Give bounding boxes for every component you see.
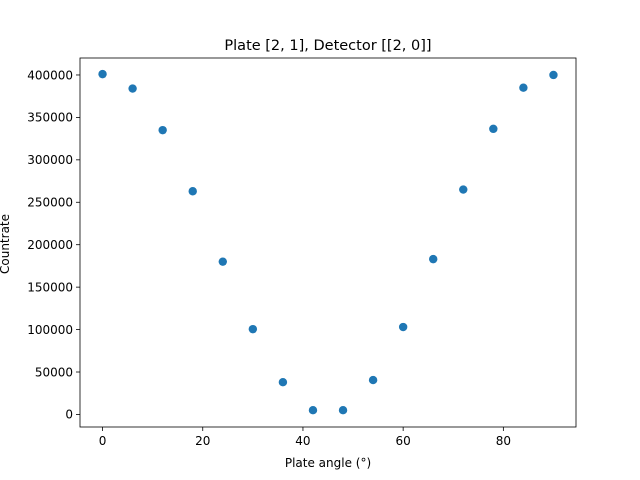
- y-tick-label: 200000: [27, 238, 73, 252]
- y-tick-label: 350000: [27, 111, 73, 125]
- data-point: [218, 257, 227, 266]
- x-tick-label: 0: [99, 434, 107, 448]
- data-point: [338, 406, 348, 415]
- axes-frame: [79, 57, 577, 428]
- data-point: [158, 125, 167, 135]
- y-tick-label: 50000: [35, 365, 73, 379]
- data-point: [248, 324, 258, 334]
- y-tick-label: 250000: [27, 196, 73, 210]
- x-tick-label: 20: [195, 434, 210, 448]
- data-point: [398, 322, 408, 332]
- x-tick-label: 60: [396, 434, 411, 448]
- y-tick-label: 100000: [27, 323, 73, 337]
- data-point: [489, 124, 498, 134]
- y-axis-label: Countrate: [0, 214, 12, 274]
- y-tick-label: 0: [65, 408, 73, 422]
- x-axis-label: Plate angle (°): [285, 456, 371, 470]
- data-points: [98, 69, 558, 415]
- x-axis-ticks: 0 20 40 60 80: [99, 427, 511, 448]
- x-tick-label: 40: [295, 434, 310, 448]
- y-tick-label: 150000: [27, 280, 73, 294]
- data-point: [519, 83, 528, 92]
- chart-title: Plate [2, 1], Detector [[2, 0]]: [224, 38, 431, 54]
- data-point: [308, 406, 318, 415]
- data-point: [429, 254, 438, 264]
- data-point: [368, 375, 378, 385]
- data-point: [98, 69, 107, 79]
- y-axis-ticks: 0 50000 100000 150000 200000 250000 300000 3500…: [27, 68, 80, 422]
- data-point: [549, 70, 558, 80]
- data-point: [459, 185, 468, 194]
- data-point: [188, 187, 197, 196]
- y-tick-label: 400000: [27, 68, 73, 82]
- plot-area: 0 20 40 60 80 0 50000 100000 150000 200000 250000…: [27, 57, 577, 448]
- x-tick-label: 80: [496, 434, 511, 448]
- y-tick-label: 300000: [27, 153, 73, 167]
- data-point: [128, 84, 137, 93]
- data-point: [278, 377, 288, 387]
